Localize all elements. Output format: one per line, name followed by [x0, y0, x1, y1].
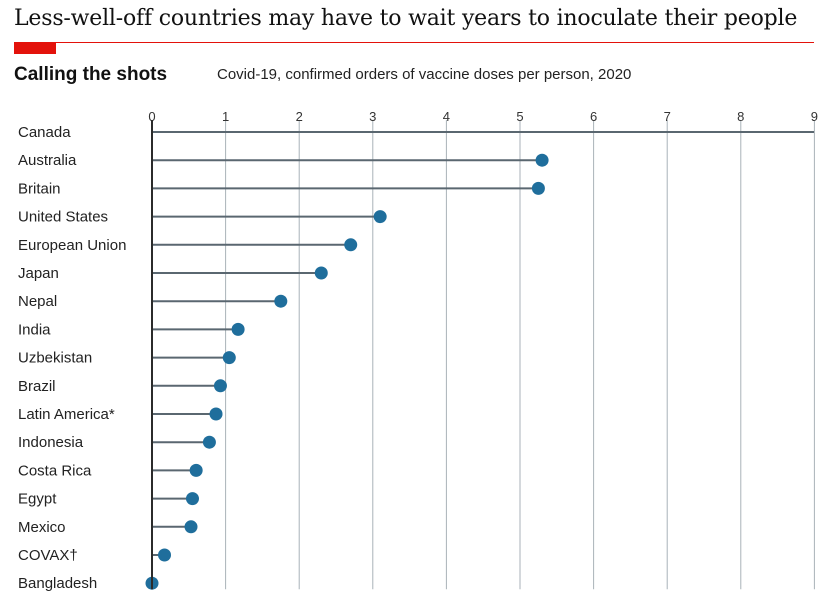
lollipop-marker: [202, 435, 216, 449]
category-label: Britain: [18, 180, 61, 197]
lollipop-marker: [231, 322, 245, 336]
category-label: Nepal: [18, 293, 57, 310]
chart-row: European Union: [18, 237, 358, 254]
chart-row: Bangladesh: [18, 575, 159, 592]
lollipop-marker: [222, 351, 236, 365]
x-tick-label: 1: [222, 109, 229, 124]
category-label: Indonesia: [18, 434, 84, 451]
lollipop-marker: [209, 407, 223, 421]
category-label: United States: [18, 209, 108, 226]
chart-row: Uzbekistan: [18, 350, 236, 367]
x-tick-label: 2: [296, 109, 303, 124]
chart-rows: Canada Australia Britain United States Europ…: [18, 124, 814, 592]
category-label: India: [18, 321, 51, 338]
category-label: Latin America*: [18, 406, 115, 423]
chart-row: Indonesia: [18, 434, 216, 451]
lollipop-marker: [158, 548, 172, 562]
x-tick-label: 5: [516, 109, 523, 124]
category-label: Japan: [18, 265, 59, 282]
category-label: COVAX†: [18, 547, 78, 564]
lollipop-marker: [373, 210, 387, 224]
chart-row: Japan: [18, 265, 328, 282]
category-label: Australia: [18, 152, 77, 169]
chart-row: Canada: [18, 124, 814, 141]
category-label: Uzbekistan: [18, 350, 92, 367]
lollipop-marker: [184, 520, 198, 534]
headline: Less-well-off countries may have to wait…: [14, 6, 798, 31]
x-tick-label: 4: [443, 109, 450, 124]
x-tick-label: 3: [369, 109, 376, 124]
red-tag: [14, 42, 56, 54]
gridlines: [225, 120, 815, 590]
category-label: Costa Rica: [18, 462, 92, 479]
lollipop-marker: [274, 294, 288, 308]
category-label: Canada: [18, 124, 71, 141]
chart-row: Brazil: [18, 378, 227, 395]
chart-row: India: [18, 321, 245, 338]
x-tick-label: 8: [737, 109, 744, 124]
x-tick-label: 0: [148, 109, 155, 124]
chart-row: Egypt: [18, 491, 199, 508]
chart-subtitle: Covid-19, confirmed orders of vaccine do…: [217, 66, 632, 83]
lollipop-marker: [535, 153, 549, 167]
chart-row: Nepal: [18, 293, 288, 310]
chart-row: United States: [18, 209, 387, 226]
chart-row: Australia: [18, 152, 549, 169]
lollipop-marker: [185, 492, 199, 506]
x-tick-label: 6: [590, 109, 597, 124]
lollipop-marker: [344, 238, 358, 252]
lollipop-marker: [189, 463, 203, 477]
category-label: Egypt: [18, 491, 57, 508]
red-rule: [14, 42, 814, 43]
category-label: European Union: [18, 237, 126, 254]
lollipop-marker: [213, 379, 227, 393]
chart-title: Calling the shots: [14, 64, 168, 85]
chart-row: Costa Rica: [18, 462, 203, 479]
category-label: Mexico: [18, 519, 66, 536]
x-tick-label: 9: [811, 109, 818, 124]
category-label: Brazil: [18, 378, 56, 395]
lollipop-marker: [314, 266, 328, 280]
chart-row: Latin America*: [18, 406, 223, 423]
chart-row: Britain: [18, 180, 545, 197]
lollipop-marker: [531, 181, 545, 195]
x-axis-ticks: 0 1 2 3 4 5 6 7 8 9: [148, 109, 818, 124]
chart-row: COVAX†: [18, 547, 172, 564]
x-tick-label: 7: [664, 109, 671, 124]
category-label: Bangladesh: [18, 575, 97, 592]
chart-row: Mexico: [18, 519, 198, 536]
